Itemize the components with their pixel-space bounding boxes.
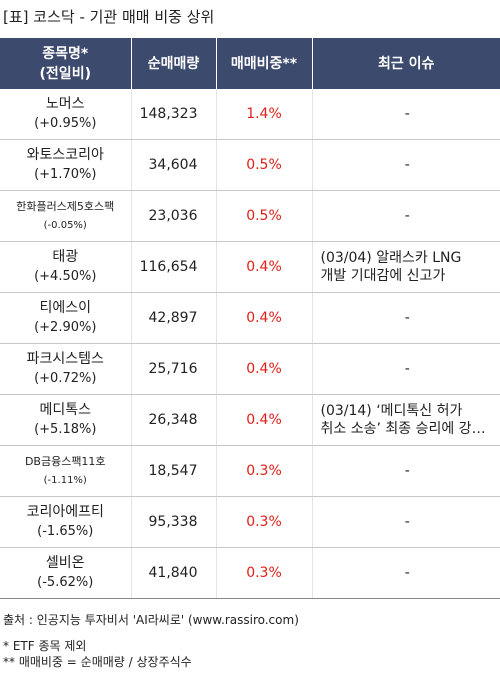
stock-name: 코리아에프티 bbox=[26, 504, 104, 520]
stock-change: (+0.72%) bbox=[34, 371, 97, 386]
table-row: 티에스이 (+2.90%) 42,897 0.4% - bbox=[0, 292, 500, 344]
trade-ratio: 0.4% bbox=[215, 343, 312, 395]
stock-change: (-1.65%) bbox=[37, 524, 94, 539]
header-name-line2: (전일비) bbox=[39, 65, 91, 82]
net-volume: 95,338 bbox=[130, 496, 216, 548]
header-name-line1: 종목명* bbox=[42, 45, 89, 62]
stock-cell: 한화플러스제5호스팩 (-0.05%) bbox=[0, 190, 131, 242]
table-title: [표] 코스닥 - 기관 매매 비중 상위 bbox=[3, 8, 215, 26]
issue-line1: (03/14) ‘메디톡신 허가 bbox=[320, 403, 463, 419]
stock-name: 와토스코리아 bbox=[26, 147, 104, 163]
stock-cell: 노머스 (+0.95%) bbox=[0, 89, 131, 140]
trade-ratio: 0.3% bbox=[215, 547, 312, 599]
recent-issue: - bbox=[311, 139, 500, 191]
net-volume: 42,897 bbox=[130, 292, 216, 344]
trading-ratio-table: 종목명* (전일비) 순매매량 매매비중** 최근 이슈 노머스 (+0.95%)… bbox=[0, 38, 500, 599]
recent-issue: - bbox=[311, 445, 500, 497]
trade-ratio: 0.4% bbox=[215, 394, 312, 446]
stock-name: 파크시스템스 bbox=[26, 351, 104, 367]
footer-source: 출처 : 인공지능 투자비서 'AI라씨로' (www.rassiro.com) bbox=[3, 613, 299, 627]
stock-name: 한화플러스제5호스팩 bbox=[16, 200, 115, 213]
table-row: 메디톡스 (+5.18%) 26,348 0.4% (03/14) ‘메디톡신 허가 취소… bbox=[0, 394, 500, 446]
trade-ratio: 0.3% bbox=[215, 445, 312, 497]
issue-line1: (03/04) 알래스카 LNG bbox=[320, 250, 462, 266]
header-ratio: 매매비중** bbox=[215, 38, 312, 89]
recent-issue: - bbox=[311, 496, 500, 548]
footer-note-etf: * ETF 종목 제외 bbox=[3, 639, 87, 653]
stock-change: (+0.95%) bbox=[34, 116, 97, 131]
trade-ratio: 0.4% bbox=[215, 241, 312, 293]
recent-issue: - bbox=[311, 343, 500, 395]
stock-change: (+2.90%) bbox=[34, 320, 97, 335]
stock-cell: 코리아에프티 (-1.65%) bbox=[0, 496, 131, 548]
net-volume: 41,840 bbox=[130, 547, 216, 599]
stock-change: (+4.50%) bbox=[34, 269, 97, 284]
trade-ratio: 0.5% bbox=[215, 139, 312, 191]
stock-name: 태광 bbox=[52, 249, 79, 265]
stock-cell: DB금융스팩11호 (-1.11%) bbox=[0, 445, 131, 497]
net-volume: 23,036 bbox=[130, 190, 216, 242]
stock-cell: 태광 (+4.50%) bbox=[0, 241, 131, 293]
table-row: DB금융스팩11호 (-1.11%) 18,547 0.3% - bbox=[0, 445, 500, 497]
recent-issue: (03/04) 알래스카 LNG 개발 기대감에 신고가 bbox=[311, 241, 500, 293]
header-row: 종목명* (전일비) 순매매량 매매비중** 최근 이슈 bbox=[0, 38, 500, 89]
header-volume: 순매매량 bbox=[130, 38, 216, 89]
stock-name: 셀비온 bbox=[45, 555, 85, 571]
trade-ratio: 1.4% bbox=[215, 89, 312, 140]
recent-issue: - bbox=[311, 190, 500, 242]
issue-line2: 개발 기대감에 신고가 bbox=[320, 268, 446, 284]
table-row: 한화플러스제5호스팩 (-0.05%) 23,036 0.5% - bbox=[0, 190, 500, 242]
net-volume: 25,716 bbox=[130, 343, 216, 395]
stock-change: (+5.18%) bbox=[34, 422, 97, 437]
stock-name: DB금융스팩11호 bbox=[24, 455, 106, 468]
table-row: 와토스코리아 (+1.70%) 34,604 0.5% - bbox=[0, 139, 500, 191]
table-row: 파크시스템스 (+0.72%) 25,716 0.4% - bbox=[0, 343, 500, 395]
stock-cell: 메디톡스 (+5.18%) bbox=[0, 394, 131, 446]
header-name: 종목명* (전일비) bbox=[0, 38, 131, 89]
table-row: 태광 (+4.50%) 116,654 0.4% (03/04) 알래스카 LNG 개발 … bbox=[0, 241, 500, 293]
header-issue: 최근 이슈 bbox=[311, 38, 500, 89]
trade-ratio: 0.4% bbox=[215, 292, 312, 344]
net-volume: 26,348 bbox=[130, 394, 216, 446]
stock-cell: 파크시스템스 (+0.72%) bbox=[0, 343, 131, 395]
trade-ratio: 0.3% bbox=[215, 496, 312, 548]
recent-issue: - bbox=[311, 89, 500, 140]
stock-name: 메디톡스 bbox=[39, 402, 92, 418]
stock-change: (-1.11%) bbox=[43, 475, 87, 486]
footer-note-ratio: ** 매매비중 = 순매매량 / 상장주식수 bbox=[3, 655, 192, 669]
stock-name: 티에스이 bbox=[39, 300, 92, 316]
issue-line2: 취소 소송’ 최종 승리에 강세... bbox=[320, 421, 495, 437]
net-volume: 148,323 bbox=[130, 89, 216, 140]
table-row: 셀비온 (-5.62%) 41,840 0.3% - bbox=[0, 547, 500, 599]
net-volume: 18,547 bbox=[130, 445, 216, 497]
stock-change: (+1.70%) bbox=[34, 167, 97, 182]
recent-issue: - bbox=[311, 547, 500, 599]
table-row: 노머스 (+0.95%) 148,323 1.4% - bbox=[0, 89, 500, 140]
recent-issue: - bbox=[311, 292, 500, 344]
table-row: 코리아에프티 (-1.65%) 95,338 0.3% - bbox=[0, 496, 500, 548]
stock-cell: 티에스이 (+2.90%) bbox=[0, 292, 131, 344]
net-volume: 34,604 bbox=[130, 139, 216, 191]
stock-cell: 셀비온 (-5.62%) bbox=[0, 547, 131, 599]
stock-name: 노머스 bbox=[45, 96, 85, 112]
stock-change: (-0.05%) bbox=[43, 220, 87, 231]
trade-ratio: 0.5% bbox=[215, 190, 312, 242]
stock-change: (-5.62%) bbox=[37, 575, 94, 590]
net-volume: 116,654 bbox=[130, 241, 216, 293]
stock-cell: 와토스코리아 (+1.70%) bbox=[0, 139, 131, 191]
